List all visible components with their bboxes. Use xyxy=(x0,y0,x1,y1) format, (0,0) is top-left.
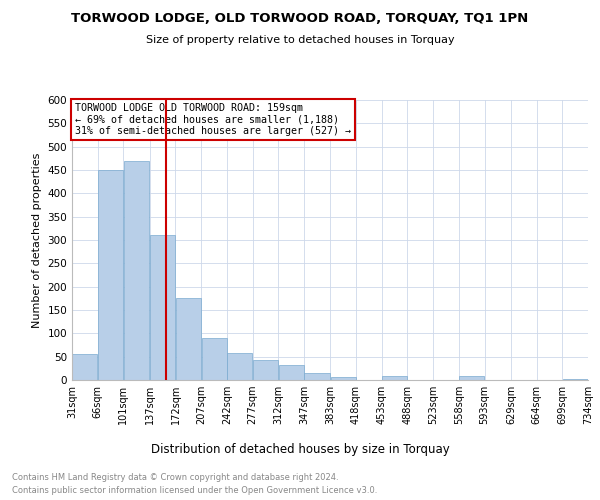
Bar xyxy=(331,376,356,380)
Text: TORWOOD LODGE, OLD TORWOOD ROAD, TORQUAY, TQ1 1PN: TORWOOD LODGE, OLD TORWOOD ROAD, TORQUAY… xyxy=(71,12,529,26)
Bar xyxy=(304,373,330,380)
Bar xyxy=(202,338,227,380)
Bar xyxy=(98,170,123,380)
Text: TORWOOD LODGE OLD TORWOOD ROAD: 159sqm
← 69% of detached houses are smaller (1,1: TORWOOD LODGE OLD TORWOOD ROAD: 159sqm ←… xyxy=(74,103,350,136)
Bar xyxy=(73,354,97,380)
Y-axis label: Number of detached properties: Number of detached properties xyxy=(32,152,42,328)
Bar xyxy=(278,365,304,380)
Text: Size of property relative to detached houses in Torquay: Size of property relative to detached ho… xyxy=(146,35,454,45)
Text: Distribution of detached houses by size in Torquay: Distribution of detached houses by size … xyxy=(151,442,449,456)
Bar xyxy=(124,160,149,380)
Bar xyxy=(253,360,278,380)
Bar xyxy=(150,236,175,380)
Text: Contains public sector information licensed under the Open Government Licence v3: Contains public sector information licen… xyxy=(12,486,377,495)
Bar xyxy=(227,353,252,380)
Bar xyxy=(459,376,484,380)
Text: Contains HM Land Registry data © Crown copyright and database right 2024.: Contains HM Land Registry data © Crown c… xyxy=(12,472,338,482)
Bar xyxy=(382,376,407,380)
Bar xyxy=(563,378,587,380)
Bar xyxy=(176,298,201,380)
